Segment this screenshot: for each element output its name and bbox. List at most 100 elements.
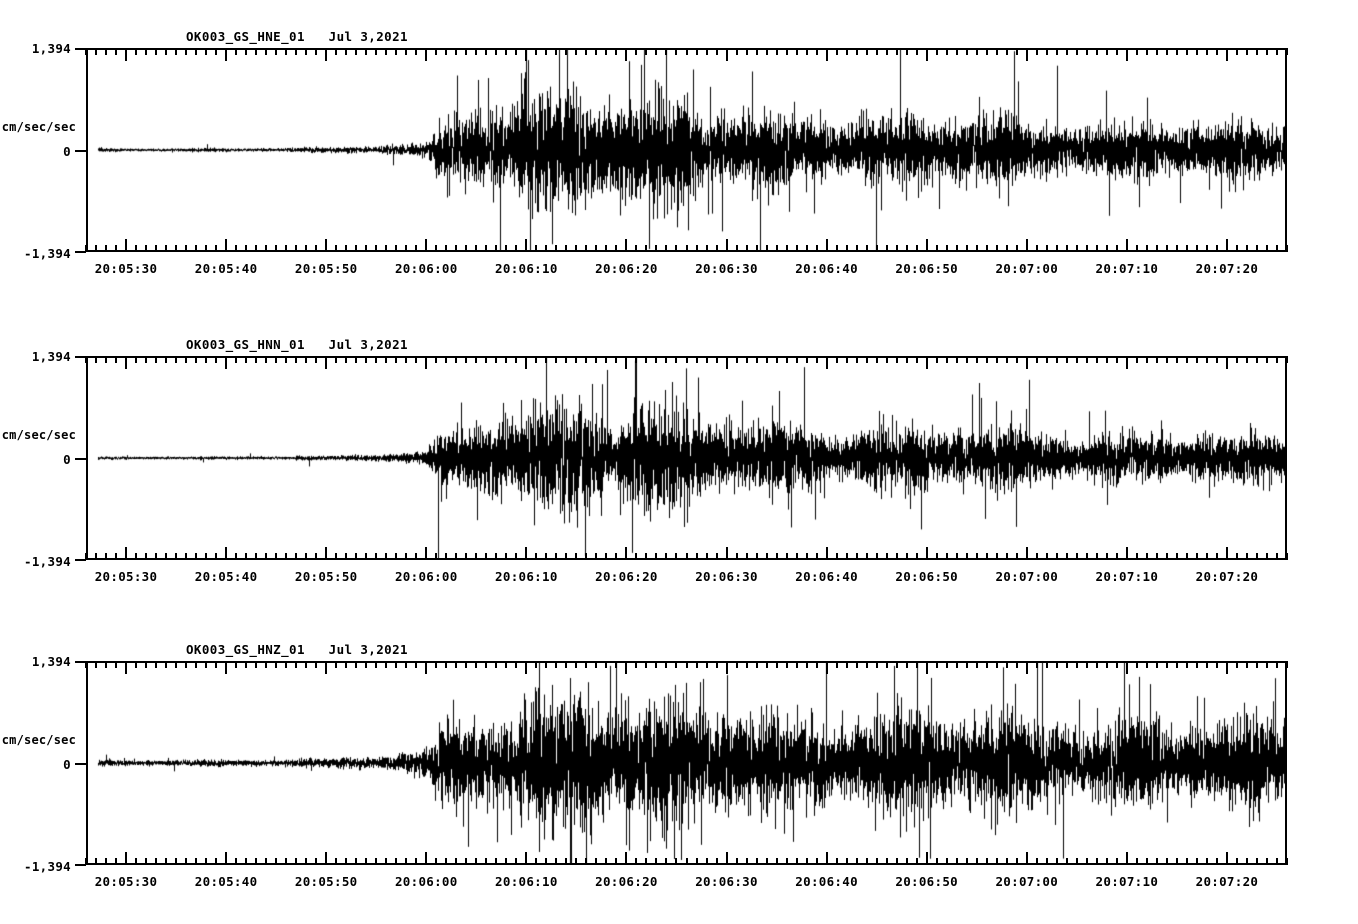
axis-tick bbox=[1265, 245, 1268, 252]
axis-tick bbox=[145, 245, 148, 252]
axis-tick bbox=[1085, 858, 1088, 865]
axis-tick bbox=[1275, 661, 1278, 668]
axis-tick bbox=[1055, 858, 1058, 865]
axis-tick bbox=[435, 553, 438, 560]
axis-tick bbox=[1015, 245, 1018, 252]
y-tick-max-hnn bbox=[75, 356, 86, 358]
axis-tick bbox=[945, 356, 948, 363]
axis-tick bbox=[445, 661, 448, 668]
axis-tick bbox=[585, 356, 588, 363]
axis-tick bbox=[215, 858, 218, 865]
axis-tick bbox=[555, 553, 558, 560]
axis-tick bbox=[1255, 48, 1258, 55]
axis-tick bbox=[1225, 661, 1228, 674]
axis-tick bbox=[1245, 245, 1248, 252]
axis-tick bbox=[955, 661, 958, 668]
axis-tick bbox=[595, 48, 598, 55]
axis-tick bbox=[1286, 553, 1288, 560]
x-axis-labels-hnn: 20:05:30 20:05:40 20:05:50 20:06:00 20:06:10… bbox=[0, 569, 1358, 589]
axis-tick bbox=[935, 858, 938, 865]
x-axis-tick-label: 20:05:50 bbox=[294, 261, 358, 276]
axis-tick bbox=[395, 858, 398, 865]
axis-tick bbox=[625, 48, 628, 61]
axis-tick bbox=[1035, 245, 1038, 252]
axis-tick bbox=[755, 858, 758, 865]
axis-tick bbox=[395, 245, 398, 252]
axis-tick bbox=[145, 356, 148, 363]
axis-tick bbox=[455, 553, 458, 560]
axis-tick bbox=[235, 553, 238, 560]
axis-tick bbox=[175, 858, 178, 865]
axis-tick bbox=[485, 553, 488, 560]
axis-tick bbox=[955, 48, 958, 55]
axis-tick bbox=[915, 48, 918, 55]
axis-tick bbox=[605, 858, 608, 865]
axis-tick bbox=[1045, 661, 1048, 668]
axis-tick bbox=[1015, 48, 1018, 55]
axis-tick bbox=[865, 48, 868, 55]
axis-tick bbox=[135, 661, 138, 668]
axis-tick bbox=[235, 661, 238, 668]
x-axis-tick-label: 20:05:30 bbox=[94, 874, 158, 889]
axis-tick bbox=[565, 553, 568, 560]
axis-tick bbox=[615, 858, 618, 865]
axis-tick bbox=[995, 356, 998, 363]
axis-tick bbox=[1005, 858, 1008, 865]
y-tick-max-hne bbox=[75, 48, 86, 50]
axis-tick bbox=[385, 356, 388, 363]
axis-tick bbox=[695, 858, 698, 865]
axis-tick bbox=[595, 661, 598, 668]
axis-tick bbox=[795, 356, 798, 363]
axis-tick bbox=[985, 661, 988, 668]
axis-tick bbox=[1115, 858, 1118, 865]
axis-tick bbox=[1205, 245, 1208, 252]
axis-tick bbox=[795, 858, 798, 865]
axis-tick bbox=[145, 858, 148, 865]
axis-tick bbox=[1235, 245, 1238, 252]
axis-tick bbox=[805, 356, 808, 363]
x-axis-tick-label: 20:05:40 bbox=[194, 874, 258, 889]
axis-tick bbox=[1125, 239, 1128, 252]
axis-tick bbox=[965, 245, 968, 252]
x-axis-tick-label: 20:06:20 bbox=[595, 569, 658, 584]
axis-tick bbox=[875, 48, 878, 55]
axis-tick bbox=[175, 245, 178, 252]
axis-tick bbox=[1286, 245, 1288, 252]
axis-tick bbox=[1015, 858, 1018, 865]
axis-tick bbox=[1095, 661, 1098, 668]
axis-tick bbox=[605, 245, 608, 252]
axis-tick bbox=[1065, 858, 1068, 865]
axis-tick bbox=[835, 245, 838, 252]
axis-tick bbox=[155, 553, 158, 560]
axis-tick bbox=[725, 239, 728, 252]
axis-tick bbox=[1175, 858, 1178, 865]
axis-tick bbox=[1185, 553, 1188, 560]
axis-tick bbox=[1135, 48, 1138, 55]
axis-tick bbox=[305, 553, 308, 560]
axis-tick bbox=[595, 356, 598, 363]
axis-tick bbox=[685, 356, 688, 363]
axis-tick bbox=[905, 858, 908, 865]
axis-tick bbox=[925, 356, 928, 369]
axis-tick bbox=[585, 245, 588, 252]
axis-tick bbox=[1145, 356, 1148, 363]
axis-tick bbox=[165, 661, 168, 668]
waveform-panel-hnn: OK003_GS_HNN_01 Jul 3,2021 1,394 cm/sec/… bbox=[0, 308, 1358, 616]
x-axis-tick-label: 20:06:30 bbox=[695, 569, 758, 584]
axis-tick bbox=[755, 245, 758, 252]
axis-tick bbox=[935, 661, 938, 668]
axis-tick bbox=[885, 48, 888, 55]
axis-tick bbox=[1125, 547, 1128, 560]
axis-tick bbox=[275, 48, 278, 55]
axis-tick bbox=[305, 661, 308, 668]
x-axis-tick-label: 20:07:00 bbox=[995, 874, 1059, 889]
axis-tick bbox=[535, 858, 538, 865]
axis-tick bbox=[415, 553, 418, 560]
axis-tick bbox=[225, 661, 228, 674]
axis-tick bbox=[1265, 48, 1268, 55]
axis-tick bbox=[1145, 48, 1148, 55]
axis-tick bbox=[1115, 661, 1118, 668]
axis-tick bbox=[1005, 661, 1008, 668]
axis-tick bbox=[255, 553, 258, 560]
axis-tick bbox=[1155, 661, 1158, 668]
